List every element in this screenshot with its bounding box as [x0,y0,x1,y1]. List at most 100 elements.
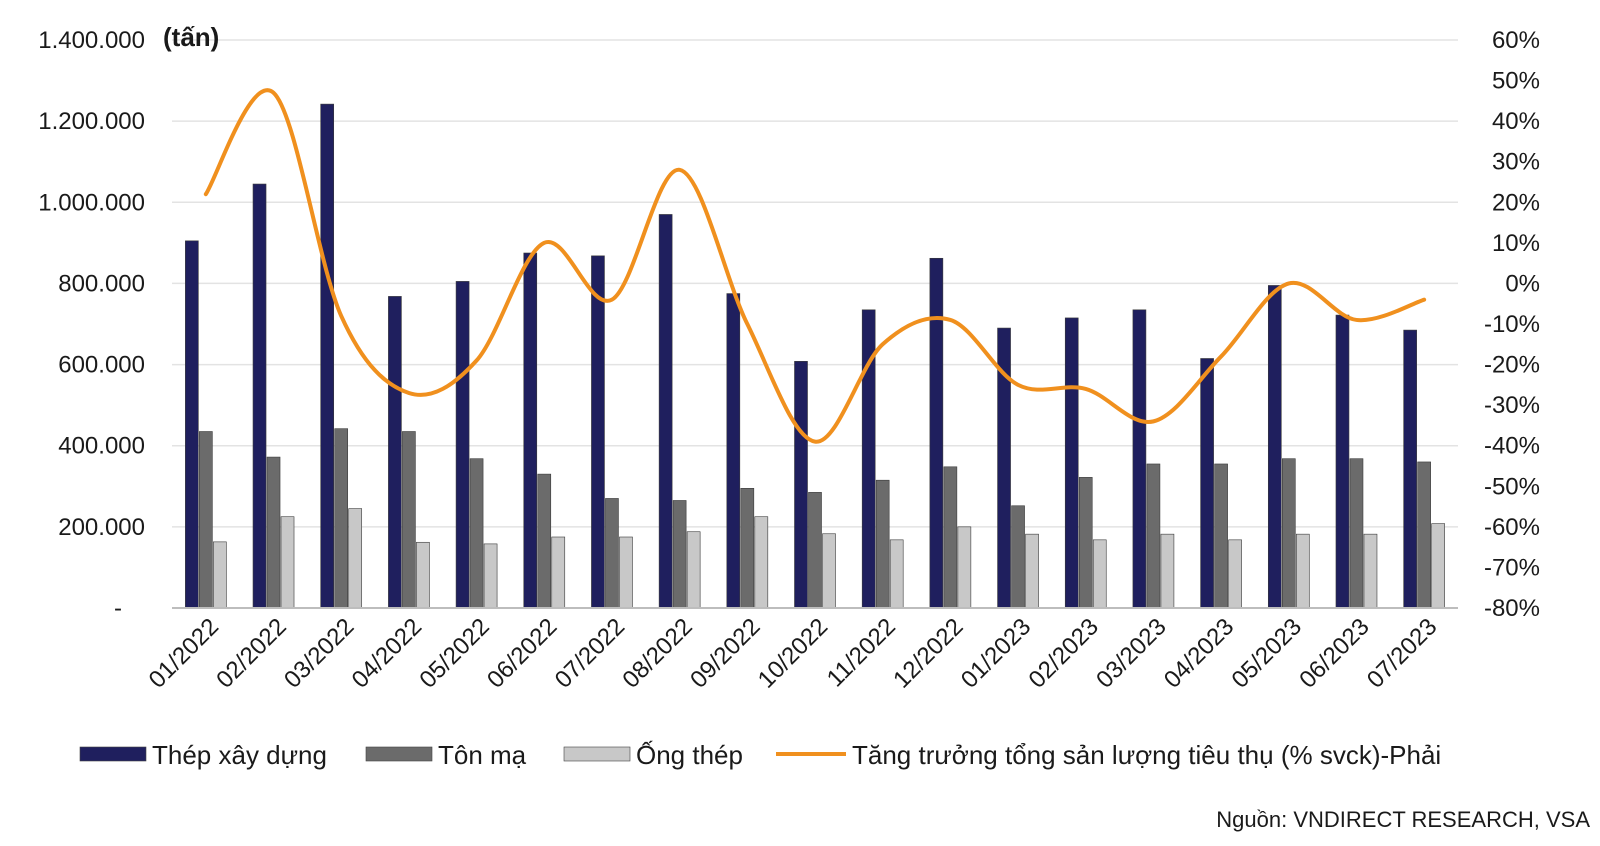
bar [727,294,740,608]
bar [1404,330,1417,608]
bar [402,432,415,608]
bar [809,492,822,608]
legend-swatch [80,747,146,761]
left-tick-label: 200.000 [58,514,145,541]
source-note: Nguồn: VNDIRECT RESEARCH, VSA [1216,807,1590,832]
x-tick-label: 04/2022 [347,613,427,693]
right-tick-label: -60% [1484,514,1540,541]
right-tick-label: -70% [1484,554,1540,581]
bar [958,527,971,608]
right-tick-label: 0% [1505,270,1540,297]
bar [930,258,943,608]
bar [890,540,903,608]
x-tick-label: 09/2022 [685,613,765,693]
bar [1268,285,1281,608]
bar [591,256,604,608]
bar [1093,540,1106,608]
bar [755,517,768,608]
bar [659,214,672,608]
right-tick-label: 60% [1492,27,1540,54]
right-tick-label: 10% [1492,230,1540,257]
legend-swatch [564,747,630,761]
right-tick-label: 40% [1492,108,1540,135]
left-tick-label: 400.000 [58,433,145,460]
left-tick-label: 1.400.000 [38,27,145,54]
legend-swatch [366,747,432,761]
bar [281,517,294,608]
bar [552,537,565,608]
bar [795,361,808,608]
bar [1364,534,1377,608]
bar [1432,524,1445,608]
right-tick-label: 20% [1492,189,1540,216]
bar [416,542,429,608]
bar [1215,464,1228,608]
bar [605,498,618,608]
left-tick-label: 800.000 [58,270,145,297]
bar [199,432,212,608]
bar [321,104,334,608]
left-tick-label: 1.200.000 [38,108,145,135]
x-tick-label: 01/2023 [956,613,1036,693]
bar [1161,534,1174,608]
bar [1201,358,1214,608]
x-tick-label: 01/2022 [144,613,224,693]
bar [823,534,836,608]
left-tick-label: - [114,595,122,622]
left-tick-label: 1.000.000 [38,189,145,216]
legend-label: Tăng trưởng tổng sản lượng tiêu thụ (% s… [852,740,1441,770]
bar [484,544,497,608]
bar [1133,310,1146,608]
x-tick-label: 03/2023 [1091,613,1171,693]
x-tick-label: 12/2022 [888,613,968,693]
right-tick-label: -80% [1484,595,1540,622]
bar [1296,534,1309,608]
bar [456,281,469,608]
bar [1282,459,1295,608]
bar [619,537,632,608]
x-tick-label: 05/2022 [414,613,494,693]
bar [1065,318,1078,608]
bar [1026,534,1039,608]
x-tick-label: 04/2023 [1159,613,1239,693]
right-tick-label: 30% [1492,149,1540,176]
gridlines [172,40,1458,527]
bar [1229,540,1242,608]
x-tick-label: 11/2022 [822,613,901,692]
bar [687,532,700,608]
bar [741,488,754,608]
bar [185,241,198,608]
x-tick-label: 06/2023 [1294,613,1374,693]
x-tick-label: 03/2022 [279,613,359,693]
right-tick-label: -10% [1484,311,1540,338]
bar [944,467,957,608]
bar [538,474,551,608]
bar [1147,464,1160,608]
bar [335,429,348,608]
bar [1079,477,1092,608]
right-tick-label: 50% [1492,68,1540,95]
bar [876,480,889,608]
bar [1350,459,1363,608]
bar [1336,315,1349,608]
bar [1012,506,1025,608]
x-tick-label: 10/2022 [753,613,833,693]
bar [349,509,362,608]
x-tick-label: 07/2023 [1362,613,1442,693]
bar [524,253,537,608]
bar [253,184,266,608]
right-tick-label: -20% [1484,352,1540,379]
bar [267,457,280,608]
legend-label: Tôn mạ [438,740,527,770]
unit-label: (tấn) [163,22,219,52]
right-tick-label: -40% [1484,433,1540,460]
x-tick-label: 08/2022 [617,613,697,693]
x-tick-label: 06/2022 [482,613,562,693]
x-tick-label: 02/2022 [211,613,291,693]
bar [673,500,686,608]
right-tick-label: -30% [1484,392,1540,419]
x-tick-label: 07/2022 [550,613,630,693]
